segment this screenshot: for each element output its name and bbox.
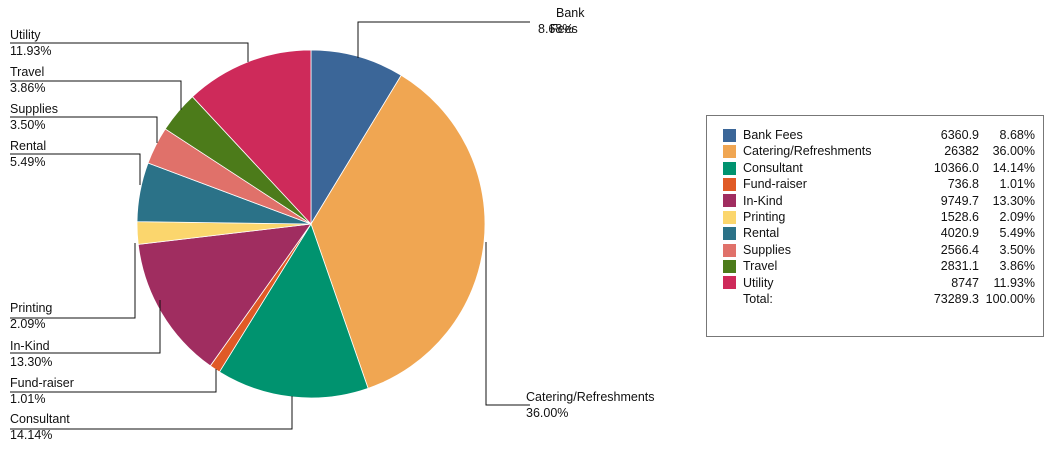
legend-label: Rental (743, 226, 780, 241)
slice-percent-label: 1.01% (10, 392, 45, 406)
legend-percent: 2.09% (999, 210, 1035, 225)
leader-line (10, 369, 217, 393)
legend-value: 6360.9 (940, 128, 979, 142)
legend-swatch (723, 161, 736, 175)
legend-percent: 11.93% (993, 275, 1035, 290)
slice-label: Bank (556, 6, 585, 20)
legend-swatch (723, 243, 736, 257)
chart-legend: Bank Fees 6360.9 8.68% Catering/Refreshment… (706, 115, 1044, 337)
legend-swatch (723, 145, 736, 159)
slice-label: Supplies (10, 102, 58, 116)
slice-label: Catering/Refreshments (526, 390, 655, 404)
legend-row: Travel 2831.1 3.86% (723, 258, 1035, 274)
legend-swatch (723, 194, 736, 208)
pie-slice-utility (191, 49, 312, 226)
legend-value: 2566.4 (940, 242, 979, 257)
legend-label: Travel (743, 259, 778, 274)
slice-label: Rental (10, 139, 46, 153)
slice-label-continued: Fees (550, 22, 578, 36)
leader-line (10, 153, 141, 185)
legend-label: Supplies (743, 242, 791, 257)
slice-percent-label: 13.30% (10, 355, 52, 369)
leader-line (10, 300, 161, 354)
slice-percent-label: 8.68% (538, 22, 573, 36)
legend-row: In-Kind 9749.7 13.30% (723, 193, 1035, 209)
slice-percent-label: 3.86% (10, 81, 45, 95)
legend-label: Printing (743, 210, 786, 225)
legend-row: Supplies 2566.4 3.50% (723, 242, 1035, 258)
legend-value: 8747 (951, 275, 979, 290)
legend-value: 26382 (944, 144, 979, 159)
slice-label: Fund-raiser (10, 376, 74, 390)
slice-percent-label: 5.49% (10, 155, 45, 169)
legend-label: Catering/Refreshments (743, 144, 872, 159)
slice-label: In-Kind (10, 339, 50, 353)
legend-percent: 3.50% (999, 242, 1035, 257)
legend-value: 10366.0 (933, 160, 979, 175)
legend-label: In-Kind (743, 193, 783, 208)
legend-value: 9749.7 (940, 193, 979, 208)
legend-percent: 5.49% (999, 226, 1035, 241)
slice-percent-label: 14.14% (10, 428, 52, 442)
legend-value: 736.8 (947, 177, 979, 192)
legend-swatch (723, 128, 736, 142)
leader-line (485, 242, 530, 406)
legend-value: 4020.9 (940, 226, 979, 241)
leader-line (10, 396, 293, 430)
legend-swatch (723, 259, 736, 273)
legend-row: Utility 8747 11.93% (723, 275, 1035, 291)
legend-total-row: Total: 73289.3 100.00% (723, 291, 1035, 307)
legend-row: Fund-raiser 736.8 1.01% (723, 176, 1035, 192)
legend-swatch (723, 177, 736, 191)
slice-label: Consultant (10, 412, 70, 426)
legend-swatch (723, 210, 736, 224)
legend-percent: 8.68% (999, 128, 1035, 142)
leader-line (10, 243, 136, 319)
slice-label: Utility (10, 28, 41, 42)
legend-label: Fund-raiser (743, 177, 807, 192)
legend-percent: 36.00% (992, 144, 1035, 159)
slice-percent-label: 2.09% (10, 317, 45, 331)
legend-total-label: Total: (743, 292, 773, 307)
leader-line (10, 80, 182, 110)
legend-percent: 3.86% (999, 259, 1035, 274)
legend-label: Bank Fees (743, 128, 803, 142)
legend-total-value: 73289.3 (933, 292, 979, 307)
legend-total-percent: 100.00% (985, 292, 1035, 307)
slice-percent-label: 3.50% (10, 118, 45, 132)
slice-label: Printing (10, 301, 52, 315)
leader-line (10, 42, 249, 62)
pie-slice-in-kind (137, 223, 312, 367)
legend-value: 2831.1 (940, 259, 979, 274)
slice-label: Travel (10, 65, 44, 79)
legend-row: Bank Fees 6360.9 8.68% (723, 127, 1035, 143)
legend-row: Catering/Refreshments 26382 36.00% (723, 143, 1035, 159)
legend-row: Rental 4020.9 5.49% (723, 225, 1035, 241)
legend-row: Consultant 10366.0 14.14% (723, 160, 1035, 176)
legend-label: Utility (743, 275, 774, 290)
legend-value: 1528.6 (940, 210, 979, 225)
leader-line (357, 21, 530, 58)
legend-percent: 1.01% (999, 177, 1035, 192)
legend-row: Printing 1528.6 2.09% (723, 209, 1035, 225)
leader-line (10, 116, 158, 143)
slice-percent-label: 11.93% (10, 44, 51, 58)
slice-percent-label: 36.00% (526, 406, 568, 420)
pie-slice-catering-refreshments (310, 74, 486, 389)
legend-percent: 13.30% (992, 193, 1035, 208)
legend-percent: 14.14% (992, 160, 1035, 175)
legend-label: Consultant (743, 160, 803, 175)
legend-swatch (723, 227, 736, 241)
legend-swatch (723, 276, 736, 290)
